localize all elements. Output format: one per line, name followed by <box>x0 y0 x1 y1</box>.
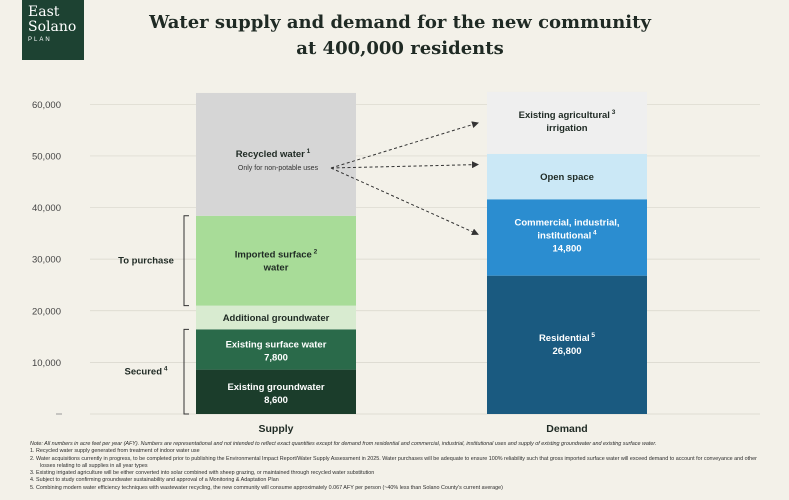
demand-label-agri-1-sup: 3 <box>610 109 616 116</box>
category-label: Supply <box>258 423 293 435</box>
footnote-4: 4. Subject to study confirming groundwat… <box>30 477 279 484</box>
demand-label-commercial-2: institutional 4 <box>537 229 597 241</box>
east-solano-plan-logo: East Solano PLAN <box>22 0 84 60</box>
supply-label-recycled-water: Recycled water 1 <box>236 148 311 160</box>
footnotes: Note: All numbers in acre feet per year … <box>30 441 770 492</box>
supply-bar-segment <box>196 329 356 370</box>
supply-bar-segment <box>196 92 356 216</box>
demand-label-agri-2: irrigation <box>546 123 587 134</box>
bracket-label: Secured 4 <box>125 366 168 378</box>
logo-line-1: East <box>28 4 60 20</box>
bracket-label: To purchase <box>118 256 174 267</box>
demand-label-agri-1: Existing agricultural 3 <box>519 109 616 121</box>
supply-value-label: 7,800 <box>264 352 288 363</box>
supply-label-recycled-water-sup: 1 <box>305 148 311 155</box>
logo-line-2: Solano <box>28 19 77 35</box>
demand-label-sup: 5 <box>590 332 596 339</box>
supply-value-label: 8,600 <box>264 395 288 406</box>
footnote-note: Note: All numbers in acre feet per year … <box>30 441 657 447</box>
demand-bar-segment <box>487 275 647 414</box>
supply-bar-segment <box>196 369 356 414</box>
supply-label: Existing surface water <box>226 339 327 350</box>
footnote-5: 5. Combining modern water efficiency tec… <box>30 484 503 491</box>
supply-demand-chart: 10,000 20,000 30,000 40,000 50,000 60,000 Exis… <box>32 91 760 435</box>
y-tick-label: 30,000 <box>32 255 61 266</box>
arrow-to-open-space <box>330 161 479 169</box>
footnote-2: 2. Water acquisitions currently in progr… <box>30 455 757 469</box>
supply-bar-segment <box>196 305 356 330</box>
category-label: Demand <box>546 423 587 435</box>
supply-label: Existing groundwater <box>227 382 324 393</box>
title-line-2: at 400,000 residents <box>296 38 504 59</box>
demand-label: Residential 5 <box>539 332 595 344</box>
demand-label-commercial-1: Commercial, industrial, <box>514 217 619 228</box>
page-title: Water supply and demand for the new comm… <box>100 10 700 62</box>
supply-sublabel-recycled: Only for non-potable uses <box>238 165 319 172</box>
demand-bar-segment <box>487 91 647 154</box>
demand-bar-segment <box>487 199 647 276</box>
bracket-line <box>183 215 189 307</box>
supply-bar-segment <box>196 215 356 306</box>
demand-label-commercial-2-sup: 4 <box>591 229 597 236</box>
y-tick-label: 50,000 <box>32 151 61 162</box>
y-tick-label: 60,000 <box>32 100 61 111</box>
demand-value-commercial: 14,800 <box>552 243 581 254</box>
y-tick-label: 10,000 <box>32 358 61 369</box>
footnote-3: 3. Existing irrigated agriculture will b… <box>30 470 375 477</box>
supply-label-imported-1-sup: 2 <box>312 249 318 256</box>
supply-label: Additional groundwater <box>223 313 330 324</box>
bracket-label-sup: 4 <box>162 366 168 373</box>
y-tick-label: 20,000 <box>32 306 61 317</box>
title-line-1: Water supply and demand for the new comm… <box>149 12 651 33</box>
supply-label-imported-1: Imported surface 2 <box>235 249 318 261</box>
demand-value-label: 26,800 <box>552 346 581 357</box>
demand-bar-segment <box>487 153 647 200</box>
bracket-line <box>183 328 189 415</box>
demand-label: Open space <box>540 172 594 183</box>
footnote-1: 1. Recycled water supply generated from … <box>30 448 200 455</box>
y-tick-label: 40,000 <box>32 203 61 214</box>
logo-line-3: PLAN <box>28 37 52 43</box>
supply-label-imported-2: water <box>263 263 289 274</box>
arrow-to-agricultural <box>330 121 479 169</box>
arrow-to-commercial <box>330 167 479 236</box>
